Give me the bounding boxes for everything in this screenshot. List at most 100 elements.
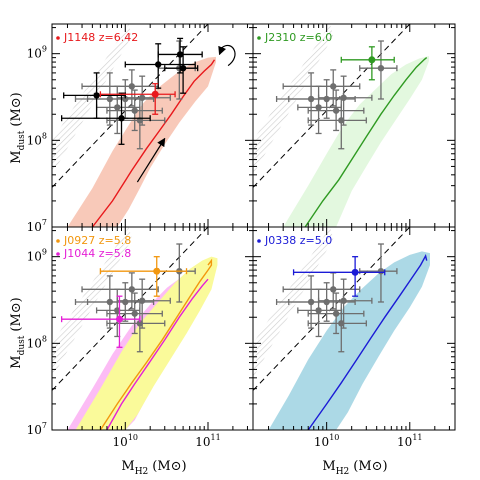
black-point-2-marker <box>179 64 187 72</box>
y-tick-label-1: 108 <box>27 131 47 147</box>
ylabel-top: Mdust(M⊙) <box>9 92 27 163</box>
ticks <box>52 24 253 228</box>
y-tick-label-0-base: 10 <box>27 220 42 234</box>
x-tick-label-0-exp: 10 <box>329 433 339 442</box>
gray-point-6 <box>307 301 367 353</box>
model-band <box>268 251 430 430</box>
gray-point-6-marker <box>338 320 345 327</box>
x-tick-label-0: 1010 <box>113 433 138 449</box>
gray-point-4-marker <box>131 107 138 114</box>
model-line <box>304 57 428 227</box>
y-tick-label-0-exp: 7 <box>42 421 47 430</box>
highlight-point-marker <box>151 90 159 98</box>
highlight-point <box>99 83 176 115</box>
gray-point-3-marker <box>330 286 337 293</box>
legend-label-0: J0338 z=5.0 <box>264 234 332 247</box>
gray-point-2-marker <box>323 298 330 306</box>
panel-2: J2310 z=6.0 <box>252 23 456 228</box>
gray-point-6-marker <box>136 320 144 327</box>
x-tick-label-1: 1011 <box>397 433 422 449</box>
model-line-2 <box>106 278 209 430</box>
y-tick-label-1-base: 10 <box>27 133 42 147</box>
y-tick-label-0-exp: 7 <box>42 218 47 227</box>
highlight-point <box>292 256 386 297</box>
highlight-point <box>340 46 395 81</box>
model-band <box>75 256 218 430</box>
black-point-1-marker <box>176 51 184 58</box>
axis-labels: Mdust(M⊙) Mdust(M⊙) MH2 (M⊙) MH2 (M⊙) <box>9 92 388 477</box>
legend-label-0: J1148 z=6.42 <box>63 31 138 44</box>
x-tick-label-0-exp: 10 <box>128 433 138 442</box>
x-tick-label-0: 1010 <box>314 433 339 449</box>
gray-point-3-marker <box>330 83 337 90</box>
gray-point-3 <box>282 69 361 107</box>
legend-marker-1 <box>56 252 60 256</box>
xlabel-left: MH2 (M⊙) <box>121 459 186 477</box>
arrow-0 <box>136 137 166 183</box>
x-tick-label-1-base: 10 <box>195 435 210 449</box>
gray-point-1 <box>297 85 342 135</box>
gray-point-4-marker <box>332 310 340 317</box>
black-point-4-marker <box>118 115 125 122</box>
gray-point-3-marker <box>128 286 136 293</box>
gray-point-4 <box>307 292 365 335</box>
gray-point-1-marker <box>315 307 322 314</box>
gray-point-7-marker <box>377 64 385 72</box>
gray-point-1-marker <box>315 104 322 111</box>
highlight-point <box>99 256 188 297</box>
panel-plot-area <box>253 227 430 430</box>
legend-marker-0 <box>257 36 261 40</box>
black-point-4 <box>60 92 151 145</box>
y-tick-label-2-base: 10 <box>27 47 42 61</box>
y-tick-label-0: 107 <box>27 421 47 437</box>
legend-label-0: J2310 z=6.0 <box>264 31 332 44</box>
y-tick-label-2-exp: 9 <box>42 248 47 257</box>
x-tick-label-1-exp: 11 <box>412 433 422 442</box>
xlabel-right: MH2 (M⊙) <box>322 459 387 477</box>
black-point-0-marker <box>155 61 162 68</box>
y-tick-label-0-base: 10 <box>27 423 42 437</box>
gray-point-6-marker <box>338 117 345 124</box>
y-tick-label-0: 107 <box>27 218 47 234</box>
panel-frame <box>252 226 456 431</box>
y-tick-label-1-exp: 8 <box>42 334 47 343</box>
x-tick-label-1: 1011 <box>195 433 220 449</box>
model-line <box>307 253 428 430</box>
ylabel-bottom: Mdust(M⊙) <box>9 297 27 368</box>
gray-point-5 <box>317 75 373 126</box>
ticks <box>253 227 455 431</box>
ticks <box>52 227 253 431</box>
legend-label-0: J0927 z=5.8 <box>63 234 131 247</box>
y-tick-label-1-exp: 8 <box>42 131 47 140</box>
gray-point-2-marker <box>122 298 129 306</box>
gray-point-3 <box>81 272 159 310</box>
highlight-point-2 <box>60 295 141 348</box>
highlight-point-marker <box>351 268 359 276</box>
y-tick-label-1-base: 10 <box>27 336 42 350</box>
gray-point-5 <box>116 75 171 126</box>
highlight-point-marker <box>368 56 376 64</box>
x-tick-label-0-base: 10 <box>314 435 329 449</box>
highlight-point-2-marker <box>115 315 123 323</box>
legend-marker-0 <box>56 239 60 243</box>
gray-point-7-marker <box>377 267 385 275</box>
highlight-point-marker <box>153 267 161 275</box>
gray-point-3 <box>282 272 361 310</box>
model-line <box>91 59 216 227</box>
gray-point-6 <box>307 98 367 150</box>
legend-label-1: J1044 z=5.8 <box>63 247 131 260</box>
panel-plot-area <box>52 24 217 227</box>
panel-plot-area <box>253 24 429 227</box>
x-tick-label-1-exp: 11 <box>211 433 221 442</box>
gray-point-4 <box>106 292 163 335</box>
y-tick-label-1: 108 <box>27 334 47 350</box>
y-tick-label-2: 109 <box>27 248 47 264</box>
black-point-2 <box>164 46 199 94</box>
arrow-1 <box>218 45 236 67</box>
gray-point-3-marker <box>128 83 136 90</box>
